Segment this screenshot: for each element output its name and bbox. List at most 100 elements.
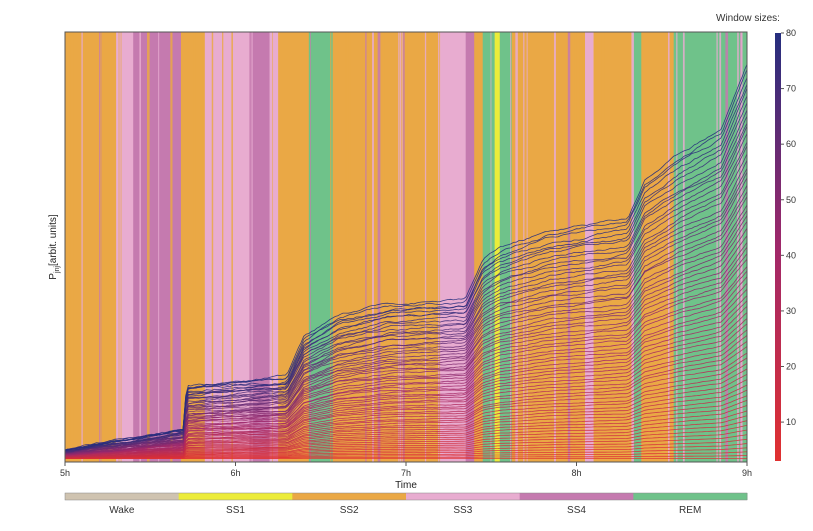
window-size-curve — [65, 384, 747, 458]
stage-legend-label: SS3 — [453, 505, 472, 516]
x-axis-ticks: 5h 6h 7h 8h 9h — [60, 462, 752, 478]
window-size-curve — [65, 204, 747, 454]
stage-legend-label: SS1 — [226, 505, 245, 516]
stage-stripe — [405, 32, 408, 462]
window-size-curve — [65, 246, 747, 455]
window-size-curve — [65, 215, 747, 454]
stage-stripe — [330, 32, 332, 462]
stage-stripe — [490, 32, 492, 462]
x-tick-label: 9h — [742, 468, 752, 478]
stage-stripe — [384, 32, 386, 462]
stage-segment-ss3 — [585, 32, 594, 462]
stage-legend-label: Wake — [109, 505, 135, 516]
x-tick-label: 6h — [230, 468, 240, 478]
stage-segment-ss4 — [133, 32, 182, 462]
stage-stripe — [345, 32, 347, 462]
window-size-curve — [65, 295, 747, 456]
stage-segment-ss2 — [180, 32, 206, 462]
stage-legend-swatch-rem — [633, 493, 748, 500]
x-tick-label: 7h — [401, 468, 411, 478]
x-tick-label: 8h — [571, 468, 581, 478]
colorbar-ticks: 10 20 30 40 50 60 70 80 — [781, 28, 796, 427]
colorbar-tick-label: 30 — [786, 306, 796, 316]
stage-stripe — [272, 32, 274, 462]
stage-legend-label: SS2 — [340, 505, 359, 516]
y-axis-label: Pjnj[arbit. units] — [48, 214, 61, 280]
window-size-curve — [65, 123, 747, 453]
stage-stripe — [365, 32, 367, 462]
window-size-curve — [65, 227, 747, 454]
stage-stripe — [398, 32, 399, 462]
window-size-curve — [65, 77, 747, 451]
stage-stripe — [443, 32, 446, 462]
window-size-curve — [65, 109, 747, 452]
stage-stripe — [676, 32, 678, 462]
stage-segment-ss4 — [252, 32, 270, 462]
stage-stripe — [222, 32, 224, 462]
window-size-curve — [65, 318, 747, 456]
colorbar-tick-label: 50 — [786, 195, 796, 205]
stage-legend-swatch-wake — [65, 493, 180, 500]
colorbar-tick-label: 70 — [786, 84, 796, 94]
stage-segment-ss3 — [269, 32, 279, 462]
window-size-curve — [65, 276, 747, 455]
stage-stripe — [226, 32, 229, 462]
window-size-curves — [65, 64, 747, 459]
window-size-curve — [65, 288, 747, 456]
stage-stripe — [526, 32, 528, 462]
window-size-curve — [65, 153, 747, 453]
window-size-curve — [65, 405, 747, 458]
stage-stripe — [592, 32, 594, 462]
window-size-curve — [65, 210, 747, 454]
window-size-curve — [65, 64, 747, 451]
window-size-curve — [65, 434, 747, 459]
x-tick-label: 5h — [60, 468, 70, 478]
colorbar-tick-label: 10 — [786, 417, 796, 427]
stage-stripe — [424, 32, 427, 462]
stage-segment-ss2 — [593, 32, 634, 462]
stage-stripe — [601, 32, 605, 462]
stage-legend-frame — [64, 492, 748, 501]
stage-stripe — [348, 32, 351, 462]
stage-stripe — [372, 32, 374, 462]
stage-stripe — [737, 32, 739, 462]
stage-stripe — [211, 32, 214, 462]
stage-stripe — [377, 32, 381, 462]
stage-stripe — [249, 32, 252, 462]
window-size-curve — [65, 379, 747, 458]
window-size-curve — [65, 415, 747, 458]
window-size-curve — [65, 352, 747, 457]
colorbar — [775, 33, 781, 461]
stage-stripe — [510, 32, 512, 462]
stage-stripe — [147, 32, 150, 462]
colorbar-tick-label: 20 — [786, 362, 796, 372]
stage-stripe — [476, 32, 478, 462]
stage-stripe — [367, 32, 371, 462]
stage-stripe — [69, 32, 72, 462]
stage-stripe — [121, 32, 123, 462]
stage-stripe — [576, 32, 580, 462]
stage-stripe — [513, 32, 515, 462]
colorbar-tick-label: 80 — [786, 28, 796, 38]
stage-stripe — [81, 32, 83, 462]
window-size-curve — [65, 312, 747, 456]
window-size-curve — [65, 340, 747, 457]
stage-stripe — [70, 32, 74, 462]
stage-legend-swatch-ss1 — [178, 493, 293, 500]
stage-stripe — [225, 32, 228, 462]
stage-stripe — [716, 32, 718, 462]
stage-legend-swatch-ss3 — [406, 493, 521, 500]
stage-stripe — [438, 32, 440, 462]
stage-stripe — [682, 32, 685, 462]
window-size-curve — [65, 362, 747, 457]
stage-segment-ss4 — [465, 32, 475, 462]
stage-stripe — [119, 32, 122, 462]
window-size-curve — [65, 95, 747, 451]
stage-stripe — [399, 32, 402, 462]
stage-legend: Wake SS1 SS2 SS3 SS4 REM — [64, 492, 748, 516]
stage-stripe — [376, 32, 379, 462]
stage-stripe — [346, 32, 349, 462]
stage-legend-swatch-ss4 — [519, 493, 634, 500]
stage-legend-label: SS4 — [567, 505, 586, 516]
